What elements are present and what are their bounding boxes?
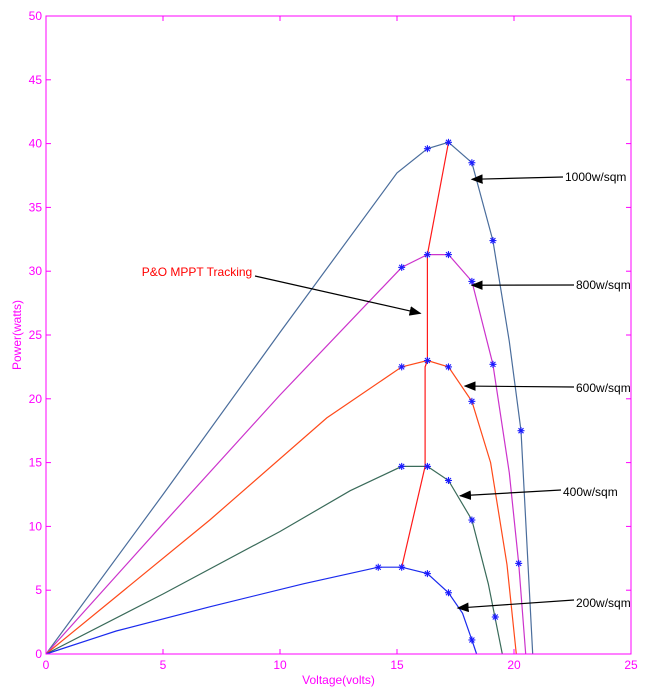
x-tick-label: 20 <box>507 658 521 672</box>
data-point-marker <box>444 476 452 484</box>
annotation: 400w/sqm <box>458 485 618 500</box>
data-point-marker <box>423 462 431 470</box>
data-point-marker <box>517 427 525 435</box>
data-point-marker <box>444 363 452 371</box>
annotation-arrow <box>458 489 562 500</box>
data-point-marker <box>423 145 431 153</box>
annotation-layer: 1000w/sqm 800w/sqm 600w/sqm 400w/sqm 200w/sq… <box>142 170 631 613</box>
annotation: 200w/sqm <box>456 596 631 613</box>
annotation-arrow <box>463 381 575 391</box>
annotation-label: 400w/sqm <box>563 485 618 499</box>
data-point-marker <box>444 138 452 146</box>
data-point-marker <box>423 357 431 365</box>
y-tick-label: 40 <box>29 137 43 151</box>
data-point-marker <box>515 559 523 567</box>
annotation: 1000w/sqm <box>470 170 626 184</box>
data-point-marker <box>444 589 452 597</box>
series-line-5 <box>401 142 450 568</box>
annotation: 800w/sqm <box>470 278 631 292</box>
y-tick-label: 10 <box>29 519 43 533</box>
annotation-arrow <box>456 599 575 613</box>
annotation: P&O MPPT Tracking <box>142 265 422 316</box>
x-tick-label: 15 <box>390 658 404 672</box>
x-tick-label: 10 <box>273 658 287 672</box>
data-point-marker <box>491 613 499 621</box>
data-point-marker <box>444 251 452 259</box>
x-tick-label: 5 <box>160 658 167 672</box>
series-line-3 <box>45 465 503 655</box>
y-tick-label: 30 <box>29 264 43 278</box>
y-tick-label: 15 <box>29 456 43 470</box>
data-point-marker <box>489 237 497 245</box>
y-axis-title: Power(watts) <box>10 300 24 370</box>
x-axis-title: Voltage(volts) <box>302 673 375 687</box>
data-point-marker <box>468 159 476 167</box>
data-point-marker <box>398 462 406 470</box>
annotation-label: P&O MPPT Tracking <box>142 265 252 279</box>
data-point-marker <box>468 636 476 644</box>
annotation-arrow <box>470 174 564 184</box>
y-tick-label: 25 <box>29 328 43 342</box>
data-point-marker <box>398 563 406 571</box>
y-tick-label: 5 <box>35 583 42 597</box>
data-point-marker <box>468 397 476 405</box>
y-tick-label: 35 <box>29 200 43 214</box>
annotation-arrow <box>254 275 422 316</box>
y-tick-label: 45 <box>29 73 43 87</box>
axes-layer: 0 5 10 15 20 25 0 5 10 15 20 25 30 35 40 45 50 <box>29 9 638 672</box>
annotation-label: 600w/sqm <box>576 381 631 395</box>
data-point-marker <box>374 563 382 571</box>
annotation-label: 800w/sqm <box>576 278 631 292</box>
data-point-marker <box>423 570 431 578</box>
data-point-marker <box>468 277 476 285</box>
data-point-marker <box>423 251 431 259</box>
data-point-marker <box>398 363 406 371</box>
y-tick-label: 20 <box>29 392 43 406</box>
annotation: 600w/sqm <box>463 381 631 395</box>
x-tick-label: 0 <box>43 658 50 672</box>
x-tick-label: 25 <box>624 658 638 672</box>
annotation-label: 1000w/sqm <box>565 170 626 184</box>
y-tick-label: 0 <box>35 647 42 661</box>
data-point-marker <box>489 360 497 368</box>
plot-area <box>46 16 631 654</box>
y-tick-label: 50 <box>29 9 43 23</box>
data-point-marker <box>398 263 406 271</box>
data-point-marker <box>468 516 476 524</box>
annotation-label: 200w/sqm <box>576 596 631 610</box>
